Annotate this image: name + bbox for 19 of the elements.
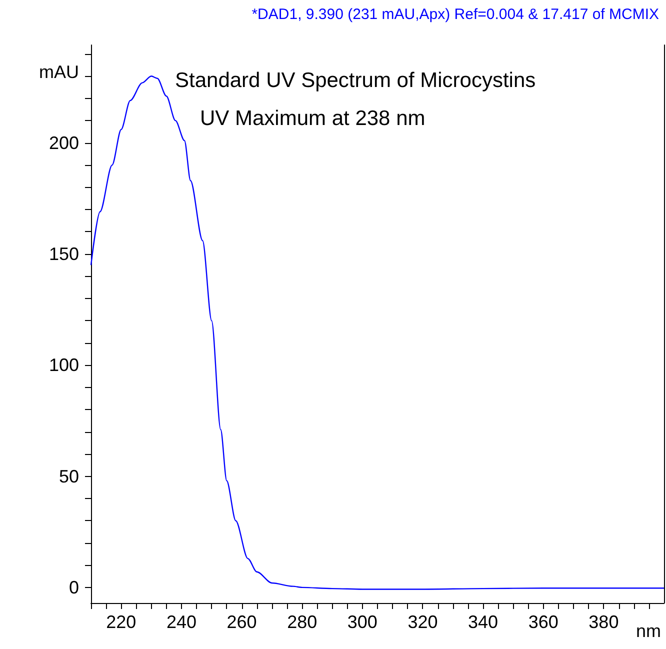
- y-tick-label: 150: [48, 244, 79, 264]
- x-tick-label: 320: [408, 612, 438, 632]
- x-tick-label: 380: [588, 612, 619, 632]
- y-tick-label: 100: [48, 355, 79, 376]
- x-tick-label: 340: [468, 612, 498, 632]
- x-tick-label: 220: [106, 612, 136, 632]
- chart-title: *DAD1, 9.390 (231 mAU,Apx) Ref=0.004 & 17.417 of MCMIX: [252, 6, 660, 23]
- x-tick-label: 260: [226, 612, 257, 632]
- y-axis-title: mAU: [39, 62, 79, 82]
- y-tick-label: 0: [68, 577, 79, 598]
- x-axis-title: nm: [636, 621, 662, 641]
- x-tick-label: 300: [347, 612, 378, 632]
- y-tick-label: 200: [48, 132, 79, 153]
- annotation: UV Maximum at 238 nm: [200, 107, 426, 130]
- x-tick-label: 360: [528, 612, 558, 632]
- annotation: Standard UV Spectrum of Microcystins: [175, 69, 536, 92]
- x-tick-label: 240: [166, 612, 196, 632]
- y-tick-label: 50: [58, 466, 79, 486]
- x-tick-label: 280: [287, 612, 318, 632]
